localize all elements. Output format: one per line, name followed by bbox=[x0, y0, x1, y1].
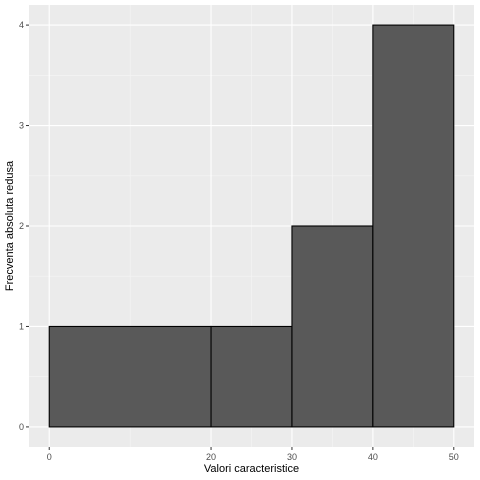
histogram-bar bbox=[372, 24, 455, 428]
y-axis-ticks: 0 1 2 3 4 bbox=[19, 20, 29, 432]
histogram-bar bbox=[210, 325, 293, 428]
x-axis-ticks: 0 20 30 40 50 bbox=[47, 447, 459, 462]
x-tick-label: 20 bbox=[206, 452, 216, 462]
y-tick-label: 1 bbox=[19, 321, 24, 331]
y-tick-label: 0 bbox=[19, 422, 24, 432]
histogram-bar bbox=[48, 325, 212, 428]
x-tick-label: 0 bbox=[47, 452, 52, 462]
x-tick-label: 50 bbox=[449, 452, 459, 462]
histogram-bar bbox=[291, 225, 374, 428]
x-axis-title: Valori caracteristice bbox=[204, 463, 299, 475]
y-tick-label: 2 bbox=[19, 221, 24, 231]
histogram-bars bbox=[48, 24, 455, 428]
y-tick-label: 3 bbox=[19, 121, 24, 131]
y-axis-title: Frecventa absoluta redusa bbox=[4, 160, 16, 291]
x-tick-label: 30 bbox=[287, 452, 297, 462]
x-tick-label: 40 bbox=[368, 452, 378, 462]
y-tick-label: 4 bbox=[19, 20, 24, 30]
